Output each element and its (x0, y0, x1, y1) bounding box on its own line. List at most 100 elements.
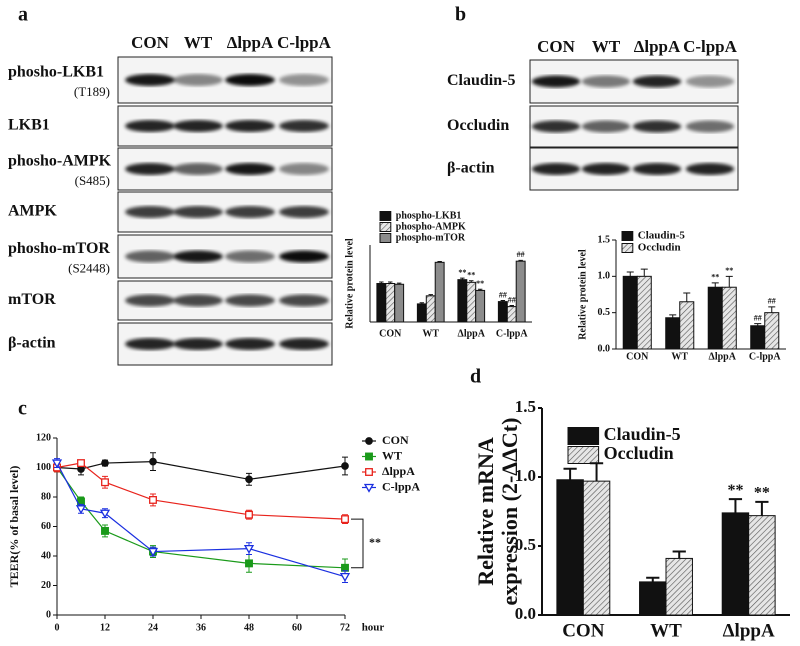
legend-label: Occludin (638, 242, 681, 254)
blot-band (173, 294, 223, 307)
significance: ** (725, 266, 733, 275)
error-bar (388, 281, 393, 284)
x-tick-label: ΔlppA (709, 351, 737, 362)
point (149, 457, 157, 466)
significance: ** (467, 271, 475, 280)
row-label: phosho-AMPK (8, 153, 112, 170)
row-label: Claudin-5 (447, 72, 515, 89)
x-tick-label: 60 (292, 622, 302, 633)
error-bar (477, 288, 483, 291)
significance: ** (727, 482, 743, 499)
point (75, 505, 87, 515)
row-label: LKB1 (8, 117, 50, 134)
error-bar (563, 467, 577, 480)
legend-label: phospho-mTOR (396, 232, 466, 243)
error-bar (396, 282, 402, 285)
blot-band (279, 250, 329, 263)
lane-label: C-lppA (683, 37, 738, 56)
annotation: ** (369, 535, 381, 549)
x-axis-label: hour (362, 622, 385, 634)
legend-swatch (567, 446, 600, 464)
blot-band (125, 120, 175, 132)
legend-label: WT (382, 448, 402, 462)
point (245, 475, 253, 484)
blot-band (125, 338, 175, 350)
error-bar (460, 277, 465, 280)
lane-label: WT (184, 33, 213, 52)
y-tick-label: 1.0 (598, 271, 611, 282)
legend-label: Occludin (604, 443, 674, 463)
blot-band (125, 294, 175, 307)
blot-band (581, 163, 631, 175)
bar (764, 312, 780, 350)
x-tick-label: C-lppA (749, 351, 781, 362)
row-site: (S2448) (68, 260, 110, 275)
error-bar (379, 281, 384, 284)
error-bar (728, 498, 743, 513)
panel-label: c (18, 398, 27, 420)
blot-band (173, 120, 223, 132)
blot-band (632, 163, 682, 175)
point (341, 563, 349, 572)
legend-swatch (567, 427, 600, 445)
blot-band (225, 163, 275, 175)
error-bar (640, 268, 648, 277)
y-tick-label: 40 (41, 550, 51, 561)
x-tick-label: 12 (100, 622, 110, 633)
error-bar (711, 282, 719, 288)
legend-label: C-lppA (382, 479, 420, 493)
row-site: (S485) (75, 173, 110, 188)
blot-band (531, 120, 581, 133)
blot-band (125, 250, 175, 263)
blot-band (279, 338, 329, 350)
y-tick-label: 0.5 (598, 307, 611, 318)
y-axis-label: TEER(% of basal level) (7, 466, 21, 588)
legend-label: CON (382, 433, 409, 447)
legend-swatch (621, 243, 634, 253)
y-tick-label: 120 (36, 432, 51, 443)
blot-band (173, 250, 223, 263)
error-bar (428, 294, 433, 296)
x-tick-label: 72 (340, 622, 350, 633)
point (101, 478, 109, 487)
bar (416, 303, 427, 323)
blot-band (225, 294, 275, 307)
series-line (56, 462, 346, 578)
bar (515, 260, 526, 323)
bar (466, 281, 477, 323)
legend-label: ΔlppA (382, 464, 415, 478)
row-label: Occludin (447, 117, 509, 134)
point (245, 510, 253, 519)
y-tick-label: 1.5 (598, 234, 611, 245)
bar (679, 301, 695, 350)
significance: ## (499, 290, 507, 299)
y-tick-label: 0.0 (598, 343, 611, 354)
bar (556, 479, 584, 616)
point (243, 544, 255, 554)
x-tick-label: WT (650, 620, 682, 641)
blot-band (279, 163, 329, 175)
legend-swatch (379, 222, 392, 232)
series-line (56, 460, 346, 480)
y-tick-label: 60 (41, 521, 51, 532)
blot-band (632, 120, 682, 133)
x-tick-label: 48 (244, 622, 254, 633)
row-label: phosho-mTOR (8, 240, 110, 257)
blot-band (685, 75, 735, 88)
legend-swatch (379, 233, 392, 243)
y-axis-label: expression (2-ΔΔCt) (497, 418, 522, 606)
legend-label: phospho-LKB1 (396, 210, 462, 221)
blot-band (173, 163, 223, 175)
panel-label: b (455, 4, 466, 26)
bar (721, 286, 737, 350)
point (101, 459, 109, 467)
panel-label: d (470, 366, 481, 388)
error-bar (672, 550, 686, 559)
point (363, 483, 375, 493)
y-tick-label: 100 (36, 462, 51, 473)
error-bar (755, 500, 769, 516)
point (51, 459, 63, 469)
lane-label: ΔlppA (227, 33, 274, 52)
x-tick-label: WT (422, 328, 439, 339)
